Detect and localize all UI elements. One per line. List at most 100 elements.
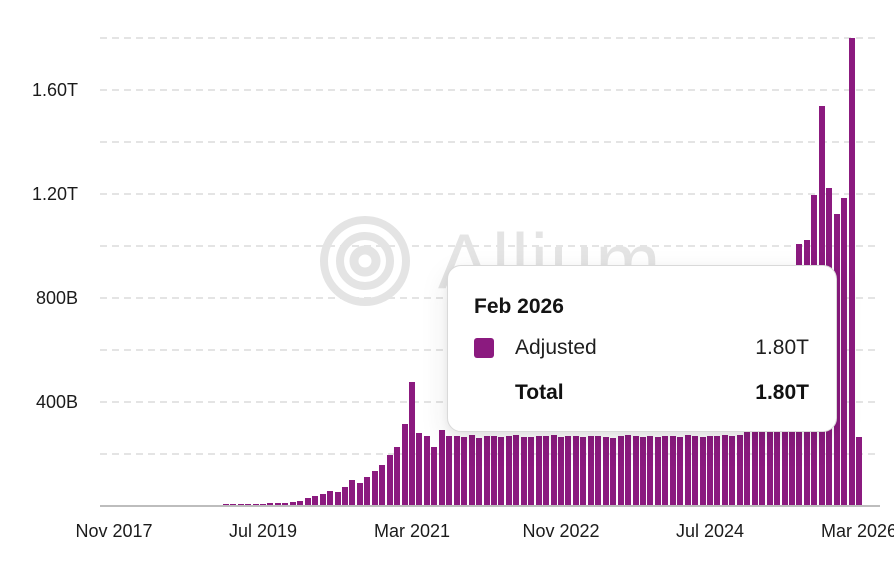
tooltip-adjusted-row: Adjusted 1.80T [474, 336, 809, 360]
bar[interactable] [692, 436, 699, 506]
bar[interactable] [423, 436, 430, 506]
bar[interactable] [468, 435, 475, 506]
x-axis-tick-label: Nov 2022 [522, 521, 600, 541]
y-axis-tick-label: 800B [35, 288, 78, 308]
bar[interactable] [729, 435, 736, 506]
x-axis-tick-label: Jul 2019 [228, 521, 298, 541]
y-axis-tick-label: 1.20T [31, 184, 78, 204]
bar[interactable] [401, 424, 408, 506]
bar[interactable] [751, 407, 758, 506]
bar[interactable] [736, 434, 743, 506]
bar[interactable] [587, 436, 594, 506]
bar[interactable] [453, 435, 460, 506]
bar[interactable] [409, 381, 415, 506]
gridline [100, 89, 880, 91]
bar[interactable] [654, 436, 661, 506]
bar[interactable] [662, 435, 669, 506]
gridline [100, 193, 880, 195]
x-axis-tick-label: Jul 2024 [675, 521, 745, 541]
bar[interactable] [714, 436, 721, 506]
y-axis-tick-label: 400B [35, 392, 78, 412]
bar[interactable] [394, 446, 401, 506]
bar[interactable] [304, 498, 311, 506]
bar[interactable] [490, 435, 497, 506]
bar[interactable] [461, 437, 468, 506]
gridline [100, 245, 880, 247]
bar[interactable] [431, 447, 438, 506]
total-value: 1.80T [755, 381, 809, 404]
bar[interactable] [602, 436, 609, 506]
bar[interactable] [416, 433, 423, 506]
bar[interactable] [677, 436, 684, 506]
bar[interactable] [535, 435, 542, 506]
bar[interactable] [759, 389, 766, 506]
bar[interactable] [520, 436, 527, 506]
bar[interactable] [379, 464, 386, 506]
bar[interactable] [274, 503, 281, 506]
bar[interactable] [341, 486, 348, 506]
bar[interactable] [386, 455, 393, 506]
bar[interactable] [528, 437, 535, 506]
bar[interactable] [721, 435, 728, 506]
bar[interactable] [513, 435, 520, 506]
bar[interactable] [543, 436, 550, 506]
bar[interactable] [446, 436, 453, 506]
tooltip-month: Feb 2026 [474, 295, 564, 318]
bar[interactable] [349, 480, 356, 506]
bar[interactable] [505, 436, 512, 506]
bar[interactable] [364, 477, 371, 506]
total-label: Total [515, 381, 564, 404]
bar[interactable] [260, 503, 266, 506]
bar[interactable] [483, 436, 490, 506]
tooltip: Feb 2026 Adjusted 1.80T Total 1.80T [447, 265, 837, 432]
x-axis-line [100, 505, 880, 507]
bar[interactable] [245, 503, 252, 506]
bar[interactable] [647, 435, 654, 506]
bar[interactable] [319, 494, 326, 506]
bar[interactable] [282, 503, 289, 506]
series-value: 1.80T [755, 336, 809, 359]
bar[interactable] [684, 435, 691, 506]
bar[interactable] [550, 435, 557, 506]
bar[interactable] [572, 435, 579, 506]
bar[interactable] [595, 435, 602, 506]
bar[interactable] [744, 422, 751, 506]
bar[interactable] [289, 502, 296, 506]
bar[interactable] [312, 496, 319, 506]
bar[interactable] [639, 437, 646, 506]
bar[interactable] [707, 435, 713, 506]
bar[interactable] [841, 197, 848, 506]
bar[interactable] [699, 437, 706, 506]
bar[interactable] [297, 500, 304, 506]
x-axis-tick-label: Mar 2026 [820, 521, 894, 541]
x-axis-tick-label: Nov 2017 [75, 521, 153, 541]
bar[interactable] [371, 471, 378, 506]
bar[interactable] [632, 436, 639, 506]
bar[interactable] [617, 436, 624, 506]
bar[interactable] [438, 430, 445, 506]
bar[interactable] [766, 368, 773, 506]
bar[interactable] [610, 437, 617, 506]
bar[interactable] [848, 38, 855, 506]
bar[interactable] [558, 436, 564, 506]
bar[interactable] [669, 436, 676, 506]
bar[interactable] [327, 490, 334, 506]
bar[interactable] [580, 437, 587, 506]
bar[interactable] [565, 436, 572, 506]
bar[interactable] [334, 491, 341, 506]
bar[interactable] [252, 503, 259, 506]
tooltip-total-row: Total 1.80T [474, 381, 809, 405]
x-axis-tick-label: Mar 2021 [373, 521, 451, 541]
bar[interactable] [476, 437, 483, 506]
gridline [100, 453, 880, 455]
bar[interactable] [356, 483, 363, 506]
bar[interactable] [498, 436, 505, 506]
series-swatch [474, 338, 494, 358]
gridline [100, 37, 880, 39]
series-label: Adjusted [515, 336, 597, 359]
bar[interactable] [856, 437, 862, 506]
bar[interactable] [625, 435, 632, 506]
bar[interactable] [267, 503, 274, 506]
